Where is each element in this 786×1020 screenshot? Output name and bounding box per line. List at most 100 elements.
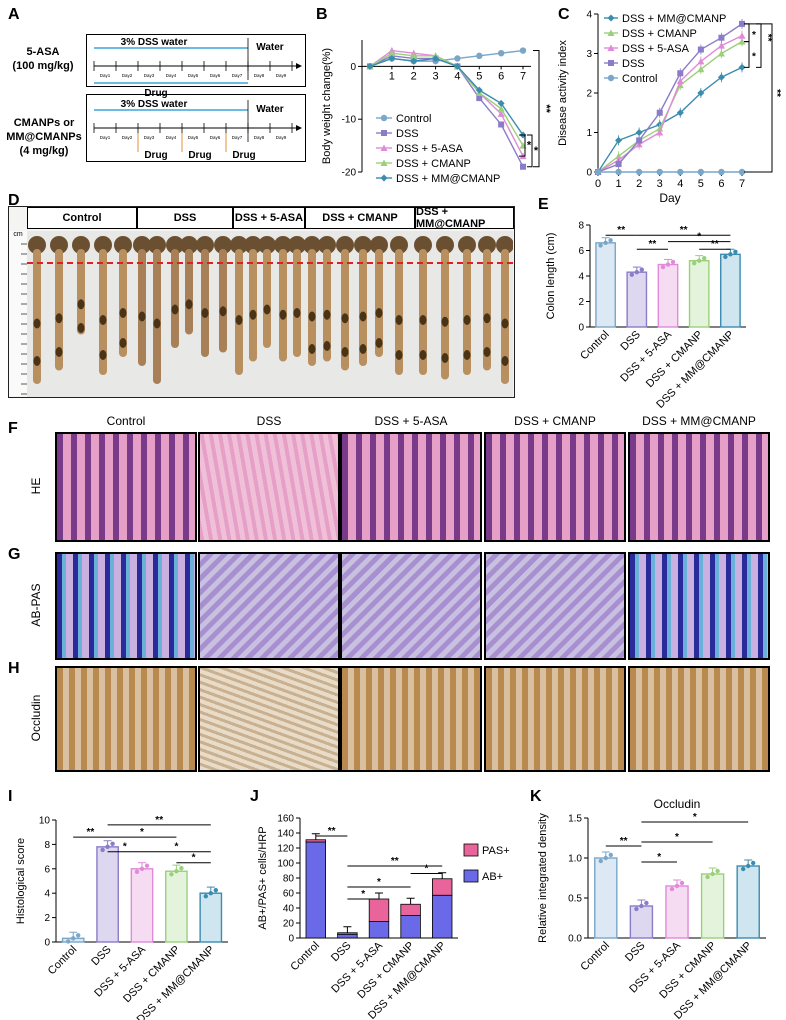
data-point: [607, 44, 615, 51]
histology-image-tile: [628, 666, 770, 772]
day-label: Day4: [166, 135, 177, 140]
data-point: [615, 136, 623, 144]
colon-segment: [185, 249, 193, 335]
cecum: [72, 236, 90, 254]
series-line: [369, 52, 524, 146]
sig-bracket: [756, 23, 762, 68]
fecal-pellet: [341, 347, 349, 357]
cecum: [303, 236, 321, 254]
sample-dot: [634, 269, 639, 275]
ruler-ticks: [21, 243, 27, 395]
sample-dot: [639, 903, 644, 909]
data-point: [476, 52, 483, 60]
data-point: [615, 168, 622, 176]
sig-label: **: [617, 225, 625, 236]
x-tick-label: 4: [677, 178, 683, 190]
sig-label: **: [155, 815, 163, 826]
colon-segment: [219, 249, 227, 353]
x-tick-label: 3: [433, 70, 439, 82]
cecum: [230, 236, 248, 254]
day-label: Day3: [144, 135, 155, 140]
sample-dot: [598, 858, 603, 864]
y-tick-label: 0: [288, 934, 294, 945]
colon-segment: [483, 249, 491, 371]
fecal-pellet: [441, 353, 449, 363]
y-tick-label: 2: [586, 89, 592, 100]
bar: [720, 253, 741, 328]
sig-label: *: [377, 877, 381, 888]
sample-dot: [710, 871, 715, 877]
data-point: [520, 163, 526, 170]
data-point: [497, 110, 505, 117]
day-label: Day7: [232, 135, 243, 140]
fecal-pellet: [501, 356, 509, 366]
day-label: Day9: [276, 73, 287, 78]
bar: [130, 868, 154, 943]
histology-image-tile: [198, 666, 340, 772]
x-tick-label: DSS: [618, 329, 642, 353]
data-point: [676, 77, 684, 85]
y-tick-label: 80: [283, 874, 295, 885]
fecal-pellet: [483, 347, 491, 357]
bar-segment: [305, 841, 326, 939]
cecum: [458, 236, 476, 254]
histology-image-tile: [484, 666, 626, 772]
row2-drug-line2: MM@CMANPs: [6, 131, 82, 143]
bar-segment: [337, 932, 358, 935]
data-point: [697, 168, 705, 176]
bar: [96, 846, 119, 943]
sample-dot: [746, 863, 751, 869]
legend-label: Control: [396, 113, 431, 125]
data-point: [476, 95, 483, 102]
sig-label: **: [711, 239, 719, 250]
sample-dot: [669, 886, 675, 892]
bar: [736, 865, 760, 939]
data-point: [608, 60, 614, 66]
y-tick-label: 1.0: [568, 854, 582, 865]
x-tick-label: DSS: [329, 940, 353, 964]
y-tick-label: 6: [44, 864, 50, 875]
data-point: [453, 62, 461, 70]
cecum: [148, 236, 166, 254]
data-point: [717, 73, 725, 81]
colon-segment: [293, 249, 301, 357]
data-point: [475, 86, 483, 94]
sig-bracket: [533, 50, 540, 168]
data-point: [656, 168, 663, 176]
histology-image-tile: [55, 552, 197, 660]
cecum: [436, 236, 454, 254]
colon-segment: [201, 249, 209, 357]
bar: [595, 242, 616, 328]
drug-label: Drug: [144, 88, 167, 99]
panel-label-c: C: [558, 6, 570, 23]
series-line: [369, 57, 524, 136]
panel-label-b: B: [316, 6, 328, 23]
sample-dot: [208, 891, 213, 896]
histology-column-header: DSS + MM@CMANP: [642, 414, 756, 428]
data-point: [498, 121, 505, 128]
y-tick-label: 60: [283, 889, 295, 900]
day-label: Day2: [122, 135, 133, 140]
data-point: [607, 29, 615, 36]
fecal-pellet: [279, 309, 287, 320]
colon-group-header: Control: [27, 207, 137, 229]
data-point: [697, 89, 705, 97]
colon-segment: [323, 249, 331, 362]
y-tick-label: 20: [283, 919, 295, 930]
y-tick-label: 0: [586, 168, 592, 179]
colon-specimens: [27, 231, 513, 397]
histology-column-header: DSS: [256, 414, 282, 428]
day-label: Day9: [276, 135, 287, 140]
cecum: [354, 236, 372, 254]
x-tick-label: 1: [616, 178, 622, 190]
sig-label: **: [540, 104, 551, 113]
sample-dot: [697, 258, 702, 263]
sample-dot: [598, 243, 603, 248]
fecal-pellet: [395, 315, 403, 325]
sample-dot: [203, 894, 208, 899]
cecum: [414, 236, 432, 254]
histology-column-header: Control: [106, 414, 146, 428]
histology-column-header: DSS + 5-ASA: [374, 414, 448, 428]
colon-group-header: DSS + CMANP: [305, 207, 415, 229]
fecal-pellet: [323, 341, 331, 351]
